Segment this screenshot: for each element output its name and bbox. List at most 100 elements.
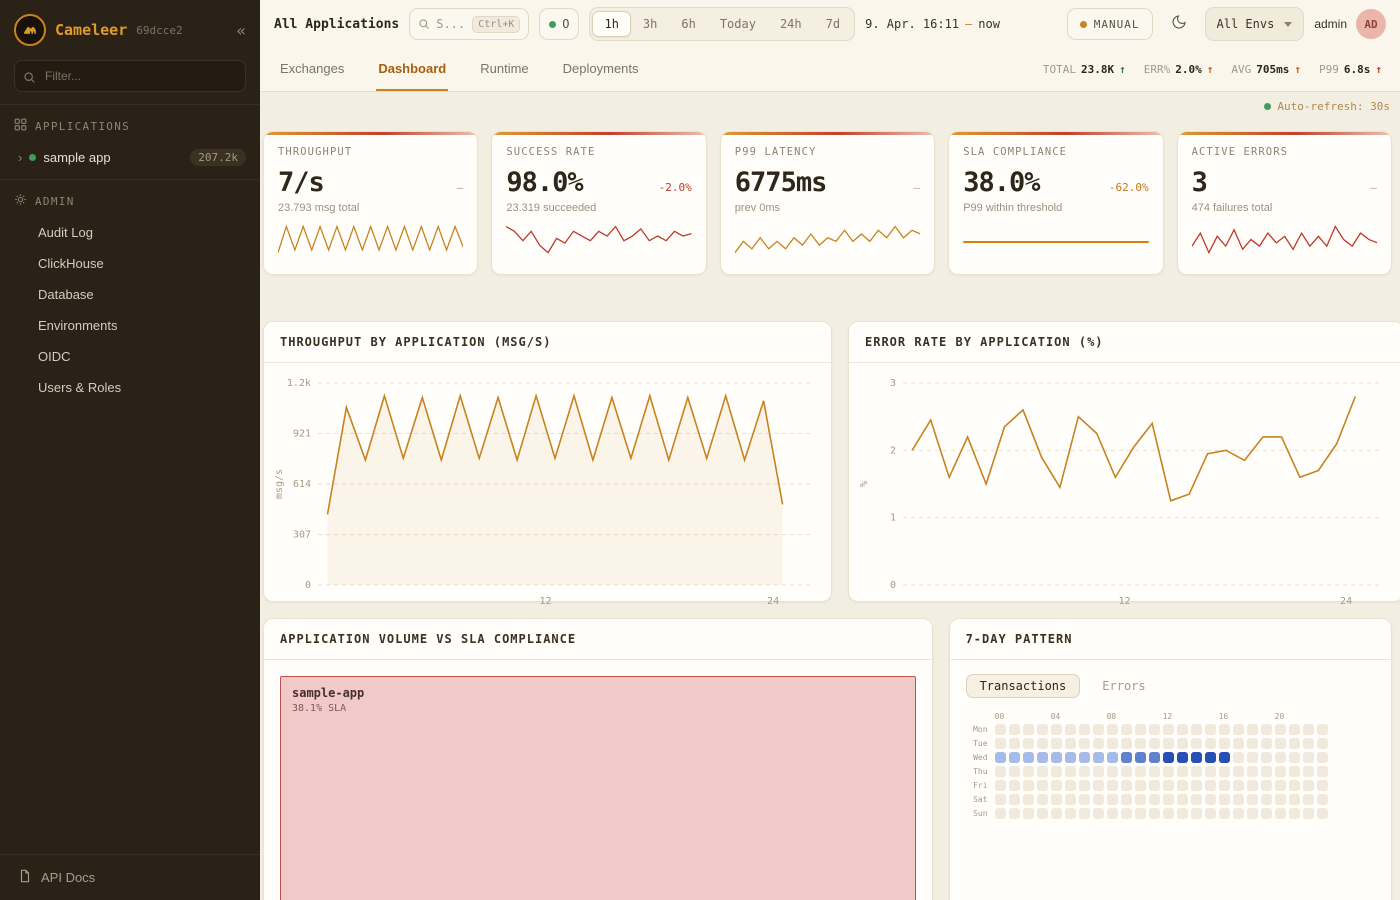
- heatmap-cell[interactable]: [1036, 752, 1048, 763]
- heatmap-cell[interactable]: [1274, 752, 1286, 763]
- heatmap-cell[interactable]: [1302, 752, 1314, 763]
- heatmap-cell[interactable]: [1036, 766, 1048, 777]
- heatmap-cell[interactable]: [1022, 752, 1034, 763]
- heatmap-cell[interactable]: [1134, 766, 1146, 777]
- heatmap-cell[interactable]: [1092, 766, 1104, 777]
- heatmap-cell[interactable]: [1218, 752, 1230, 763]
- heatmap-cell[interactable]: [1204, 738, 1216, 749]
- heatmap-cell[interactable]: [1064, 780, 1076, 791]
- heatmap-cell[interactable]: [1176, 752, 1188, 763]
- tab-deployments[interactable]: Deployments: [562, 61, 639, 76]
- heatmap-cell[interactable]: [1204, 794, 1216, 805]
- heatmap-cell[interactable]: [1148, 780, 1160, 791]
- heatmap-cell[interactable]: [1106, 766, 1118, 777]
- heatmap-cell[interactable]: [1204, 766, 1216, 777]
- heatmap-cell[interactable]: [1120, 738, 1132, 749]
- heatmap-cell[interactable]: [1232, 808, 1244, 819]
- sidebar-item-oidc[interactable]: OIDC: [38, 349, 71, 364]
- heatmap-cell[interactable]: [1176, 766, 1188, 777]
- heatmap-cell[interactable]: [1036, 738, 1048, 749]
- sidebar-item-environments[interactable]: Environments: [38, 318, 118, 333]
- heatmap-cell[interactable]: [1274, 724, 1286, 735]
- heatmap-cell[interactable]: [1204, 752, 1216, 763]
- heatmap-cell[interactable]: [994, 752, 1006, 763]
- heatmap-cell[interactable]: [1246, 794, 1258, 805]
- heatmap-cell[interactable]: [1162, 752, 1174, 763]
- heatmap-cell[interactable]: [1274, 794, 1286, 805]
- heatmap-cell[interactable]: [1162, 808, 1174, 819]
- heatmap-cell[interactable]: [1008, 808, 1020, 819]
- tab-dashboard[interactable]: Dashboard: [376, 48, 449, 91]
- heatmap-cell[interactable]: [1302, 808, 1314, 819]
- heatmap-cell[interactable]: [1050, 738, 1062, 749]
- range-button-3h[interactable]: 3h: [642, 17, 658, 31]
- heatmap-cell[interactable]: [1148, 724, 1160, 735]
- heatmap-cell[interactable]: [1316, 766, 1328, 777]
- heatmap-cell[interactable]: [1022, 780, 1034, 791]
- heatmap-cell[interactable]: [1078, 808, 1090, 819]
- heatmap-cell[interactable]: [1176, 724, 1188, 735]
- heatmap-cell[interactable]: [1134, 738, 1146, 749]
- sidebar-item-users-roles[interactable]: Users & Roles: [38, 380, 122, 395]
- heatmap-cell[interactable]: [1078, 738, 1090, 749]
- heatmap-cell[interactable]: [1064, 808, 1076, 819]
- heatmap-cell[interactable]: [994, 766, 1006, 777]
- chevron-right-icon[interactable]: ›: [18, 150, 23, 165]
- heatmap-cell[interactable]: [1190, 780, 1202, 791]
- heatmap-cell[interactable]: [1260, 738, 1272, 749]
- env-select[interactable]: All Envs: [1204, 7, 1305, 41]
- heatmap-cell[interactable]: [1050, 766, 1062, 777]
- heatmap-cell[interactable]: [1260, 808, 1272, 819]
- heatmap-cell[interactable]: [1302, 738, 1314, 749]
- heatmap-cell[interactable]: [994, 724, 1006, 735]
- heatmap-cell[interactable]: [1260, 794, 1272, 805]
- heatmap-cell[interactable]: [1232, 794, 1244, 805]
- heatmap-cell[interactable]: [1008, 738, 1020, 749]
- heatmap-cell[interactable]: [1260, 780, 1272, 791]
- heatmap-cell[interactable]: [1176, 780, 1188, 791]
- heatmap-cell[interactable]: [1050, 808, 1062, 819]
- heatmap-cell[interactable]: [1106, 724, 1118, 735]
- heatmap-cell[interactable]: [1316, 780, 1328, 791]
- range-button-1h[interactable]: 1h: [592, 11, 631, 37]
- heatmap-cell[interactable]: [1232, 780, 1244, 791]
- heatmap-cell[interactable]: [1092, 752, 1104, 763]
- heatmap-cell[interactable]: [1120, 766, 1132, 777]
- sidebar-item-api-docs[interactable]: API Docs: [0, 854, 260, 900]
- heatmap-cell[interactable]: [1316, 752, 1328, 763]
- range-button-today[interactable]: Today: [719, 17, 756, 31]
- heatmap-cell[interactable]: [994, 794, 1006, 805]
- global-search[interactable]: Ctrl+K: [409, 8, 530, 40]
- heatmap-cell[interactable]: [1190, 752, 1202, 763]
- heatmap-cell[interactable]: [1274, 766, 1286, 777]
- heatmap-cell[interactable]: [1008, 724, 1020, 735]
- heatmap-cell[interactable]: [1232, 752, 1244, 763]
- heatmap-cell[interactable]: [1316, 794, 1328, 805]
- heatmap-cell[interactable]: [1246, 752, 1258, 763]
- heatmap-cell[interactable]: [1064, 752, 1076, 763]
- heatmap-cell[interactable]: [1008, 766, 1020, 777]
- heatmap-cell[interactable]: [1218, 780, 1230, 791]
- heatmap-cell[interactable]: [1162, 738, 1174, 749]
- heatmap-cell[interactable]: [1092, 808, 1104, 819]
- heatmap-cell[interactable]: [1134, 752, 1146, 763]
- heatmap-cell[interactable]: [1022, 808, 1034, 819]
- date-range-display[interactable]: 9. Apr. 16:11 – now: [865, 17, 1000, 31]
- range-button-6h[interactable]: 6h: [681, 17, 696, 31]
- heatmap-cell[interactable]: [1302, 724, 1314, 735]
- heatmap-cell[interactable]: [994, 738, 1006, 749]
- heatmap-cell[interactable]: [1120, 752, 1132, 763]
- heatmap-cell[interactable]: [1120, 794, 1132, 805]
- heatmap-cell[interactable]: [1036, 780, 1048, 791]
- user-menu[interactable]: admin AD: [1314, 9, 1386, 39]
- heatmap-cell[interactable]: [1064, 738, 1076, 749]
- dark-mode-toggle[interactable]: [1163, 8, 1195, 40]
- heatmap-cell[interactable]: [1288, 752, 1300, 763]
- sidebar-item-audit-log[interactable]: Audit Log: [38, 225, 93, 240]
- heatmap-cell[interactable]: [1134, 724, 1146, 735]
- heatmap-cell[interactable]: [1120, 780, 1132, 791]
- heatmap-cell[interactable]: [1190, 738, 1202, 749]
- heatmap-cell[interactable]: [1036, 794, 1048, 805]
- heatmap-cell[interactable]: [1162, 766, 1174, 777]
- heatmap-cell[interactable]: [994, 808, 1006, 819]
